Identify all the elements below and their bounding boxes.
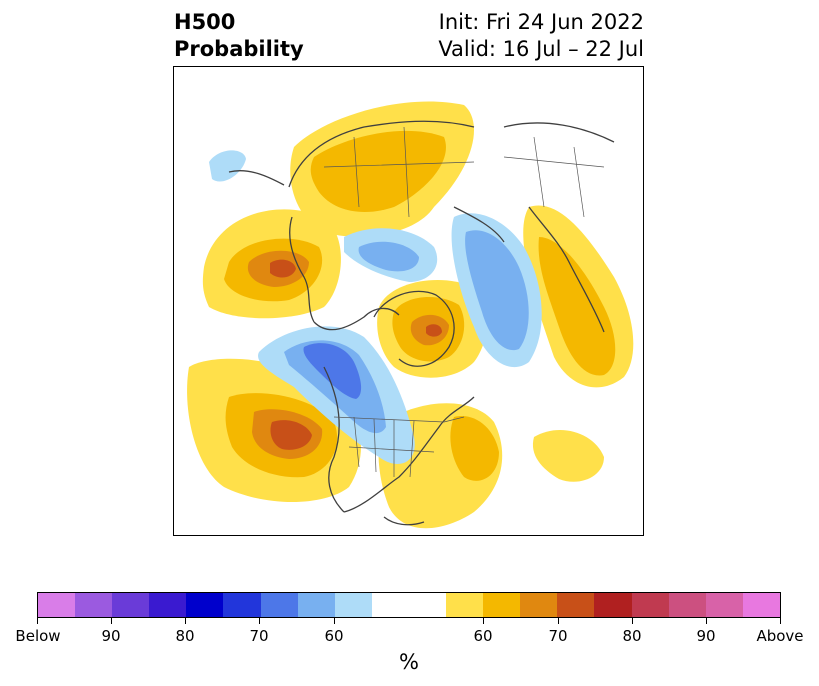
colorbar-tick-label: 70: [548, 627, 568, 645]
colorbar-tick-label: 90: [696, 627, 716, 645]
colorbar-tick: [483, 618, 484, 624]
colorbar-segment: [742, 593, 780, 617]
colorbar-segment: [223, 593, 261, 617]
anomaly-area: [209, 150, 246, 182]
anomaly-area: [532, 429, 604, 482]
colorbar-segment: [557, 593, 595, 617]
colorbar-tick: [334, 618, 335, 624]
colorbar-tick: [706, 618, 707, 624]
colorbar-tick-label: 90: [101, 627, 121, 645]
forecast-dates: Init: Fri 24 Jun 2022 Valid: 16 Jul – 22…: [438, 9, 644, 63]
colorbar-tick: [185, 618, 186, 624]
anomaly-area: [270, 259, 296, 278]
map-canvas: [187, 101, 634, 529]
colorbar-segment: [446, 593, 484, 617]
colorbar-segment: [594, 593, 632, 617]
colorbar-tick: [259, 618, 260, 624]
political-boundaries: [323, 126, 605, 478]
colorbar-segment: [38, 593, 76, 617]
product-name: Probability: [174, 37, 304, 61]
colorbar-tick-label: 60: [473, 627, 493, 645]
anomaly-area: [310, 130, 446, 212]
init-date: Init: Fri 24 Jun 2022: [438, 10, 644, 34]
coastlines: [228, 120, 615, 526]
colorbar-tick: [632, 618, 633, 624]
colorbar-tick: [37, 618, 38, 624]
colorbar-segment: [75, 593, 113, 617]
colorbar-segment: [483, 593, 521, 617]
colorbar-tick-label: 70: [249, 627, 269, 645]
colorbar-tick: [558, 618, 559, 624]
anomaly-area: [426, 324, 442, 337]
colorbar-segment: [631, 593, 669, 617]
colorbar-tick-label: 80: [622, 627, 642, 645]
colorbar-tick-label: Below: [15, 627, 61, 645]
colorbar-segment: [186, 593, 224, 617]
colorbar-tick-label: 60: [324, 627, 344, 645]
colorbar-tick: [780, 618, 781, 624]
colorbar-unit-label: %: [399, 650, 419, 674]
colorbar-segment: [520, 593, 558, 617]
colorbar-segment: [705, 593, 743, 617]
anomaly-area: [538, 237, 616, 376]
colorbar-segment: [297, 593, 335, 617]
colorbar-segment: [149, 593, 187, 617]
colorbar-segment: [334, 593, 372, 617]
colorbar-tick: [111, 618, 112, 624]
anomaly-area: [358, 241, 419, 272]
colorbar-tick-label: Above: [756, 627, 804, 645]
anomaly-area: [450, 416, 499, 481]
valid-range: Valid: 16 Jul – 22 Jul: [438, 37, 644, 61]
chart-title: H500 Probability: [174, 9, 304, 63]
probability-map: [173, 66, 644, 536]
colorbar-segment: [112, 593, 150, 617]
colorbar-neutral-segment: [371, 593, 447, 617]
colorbar-segment: [668, 593, 706, 617]
anomaly-area: [303, 343, 362, 399]
anomaly-area: [465, 230, 529, 351]
below-normal-areas: [209, 150, 542, 465]
anomaly-area: [270, 420, 312, 450]
colorbar: [37, 592, 781, 618]
variable-name: H500: [174, 10, 236, 34]
colorbar-tick-label: 80: [175, 627, 195, 645]
colorbar-segment: [260, 593, 298, 617]
